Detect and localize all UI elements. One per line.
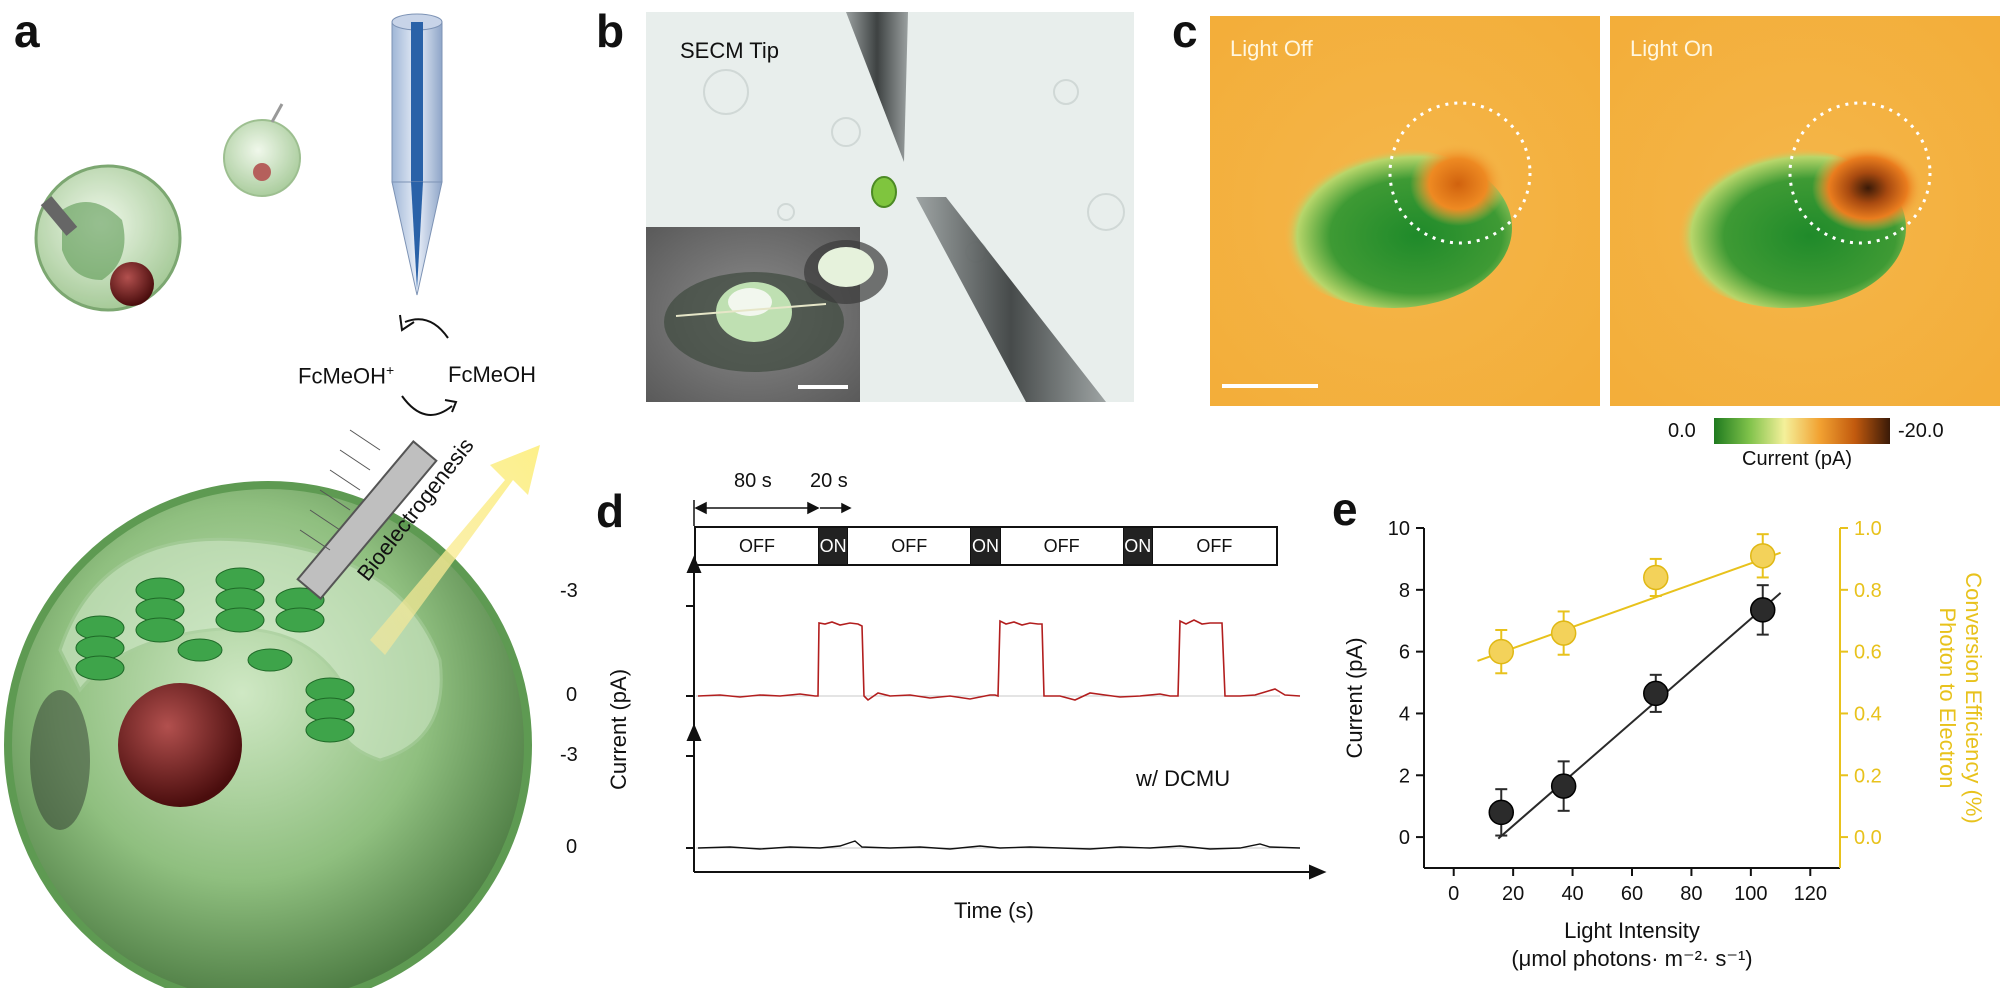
x-axis-units: (μmol photons· m⁻²· s⁻¹) [1511, 946, 1752, 971]
data-point-efficiency [1643, 564, 1669, 591]
light-on-label: Light On [1630, 36, 1714, 61]
y-left-tick-label: 8 [1399, 580, 1410, 602]
state-segment-on: ON [1123, 528, 1153, 564]
trace-dcmu [697, 840, 1301, 850]
fcmeoh-plus-sup: + [386, 362, 395, 378]
reduced-species-label: FcMeOH [448, 362, 536, 387]
data-point-current [1550, 773, 1577, 799]
light-on-map [1610, 16, 2000, 406]
light-off-label: Light Off [1230, 36, 1313, 61]
light-state-bar: OFF ON OFF ON OFF ON OFF [694, 526, 1278, 566]
x-tick-label: 40 [1561, 883, 1583, 905]
state-segment-off: OFF [1000, 528, 1124, 564]
bioelectrogenesis-arrow [370, 445, 540, 655]
colorbar [1714, 418, 1890, 444]
nanotube-icon [296, 429, 438, 600]
data-point-efficiency [1550, 620, 1577, 646]
panel-d-letter: d [596, 485, 625, 537]
data-point-efficiency [1749, 543, 1776, 569]
panel-a-letter: a [14, 5, 40, 57]
x-tick-label: 120 [1794, 883, 1827, 905]
state-segment-on: ON [971, 528, 1001, 564]
duration-on-label: 20 s [810, 470, 848, 492]
light-off-map [1210, 16, 1600, 406]
panel-c-letter: c [1172, 5, 1198, 57]
data-point-efficiency [1488, 638, 1515, 665]
trace-light-response [697, 619, 1301, 702]
state-segment-off: OFF [848, 528, 972, 564]
panel-e-letter: e [1332, 483, 1358, 535]
colorbar-title: Current (pA) [1742, 448, 1853, 470]
tick-top-1: -3 [560, 580, 578, 602]
panel-b-letter: b [596, 5, 625, 57]
small-cell-icon [34, 164, 182, 312]
tick-zero-1: 0 [566, 684, 578, 706]
panel-d-xlabel: Time (s) [954, 898, 1034, 923]
x-tick-label: 60 [1621, 883, 1643, 905]
y-right-axis-label-2: Conversion Efficiency (%) [1961, 572, 1986, 823]
data-point-current [1488, 799, 1515, 826]
state-segment-off: OFF [696, 528, 820, 564]
tick-top-2: -3 [560, 744, 578, 766]
y-left-tick-label: 6 [1399, 642, 1410, 664]
oxidized-species-label: FcMeOH+ [298, 362, 394, 389]
panel-d-ylabel: Current (pA) [606, 668, 631, 790]
tick-zero-2: 0 [566, 836, 578, 858]
y-right-tick-label: 0.6 [1854, 642, 1882, 664]
panel-c-secm-maps [1210, 16, 2000, 406]
fit-line-efficiency [1477, 551, 1781, 662]
y-left-tick-label: 10 [1388, 518, 1410, 540]
state-segment-off: OFF [1152, 528, 1276, 564]
x-tick-label: 100 [1734, 883, 1767, 905]
secm-tip-icon [391, 13, 443, 296]
panel-d-traces [686, 500, 1327, 880]
y-right-axis-label-1: Photon to Electron [1935, 607, 1960, 788]
y-right-tick-label: 0.2 [1854, 765, 1882, 787]
x-tick-label: 0 [1448, 883, 1459, 905]
y-right-tick-label: 0.0 [1854, 827, 1882, 849]
panel-b-micrograph [646, 12, 1134, 402]
fcmeoh-plus-text: FcMeOH [298, 363, 386, 389]
y-left-axis-label: Current (pA) [1342, 637, 1367, 758]
y-left-tick-label: 0 [1399, 827, 1410, 849]
dcmu-label: w/ DCMU [1136, 766, 1231, 791]
colorbar-max-label: -20.0 [1898, 420, 1944, 442]
redox-cycle-arrows [399, 314, 458, 416]
data-point-current [1643, 680, 1669, 707]
secm-tip-label: SECM Tip [680, 38, 780, 63]
y-right-tick-label: 0.4 [1854, 703, 1882, 725]
y-left-tick-label: 4 [1399, 703, 1410, 725]
panel-e-chart: 0 20 40 60 80 100 120 0 2 4 6 8 10 0.0 0.2 0.4 0.6 0.8 1.0… [1342, 518, 1986, 971]
x-tick-label: 20 [1502, 883, 1524, 905]
large-cell-icon [4, 481, 532, 988]
fit-line-current [1497, 592, 1782, 840]
x-axis-label: Light Intensity [1564, 918, 1700, 943]
y-left-tick-label: 2 [1399, 765, 1410, 787]
data-point-current [1749, 597, 1776, 623]
colorbar-min-label: 0.0 [1668, 420, 1696, 442]
y-right-tick-label: 0.8 [1854, 580, 1882, 602]
tiny-cell-icon [223, 103, 301, 197]
x-tick-label: 80 [1680, 883, 1702, 905]
y-right-tick-label: 1.0 [1854, 518, 1882, 540]
panel-a-illustration [4, 13, 540, 988]
state-segment-on: ON [819, 528, 849, 564]
duration-off-label: 80 s [734, 470, 772, 492]
